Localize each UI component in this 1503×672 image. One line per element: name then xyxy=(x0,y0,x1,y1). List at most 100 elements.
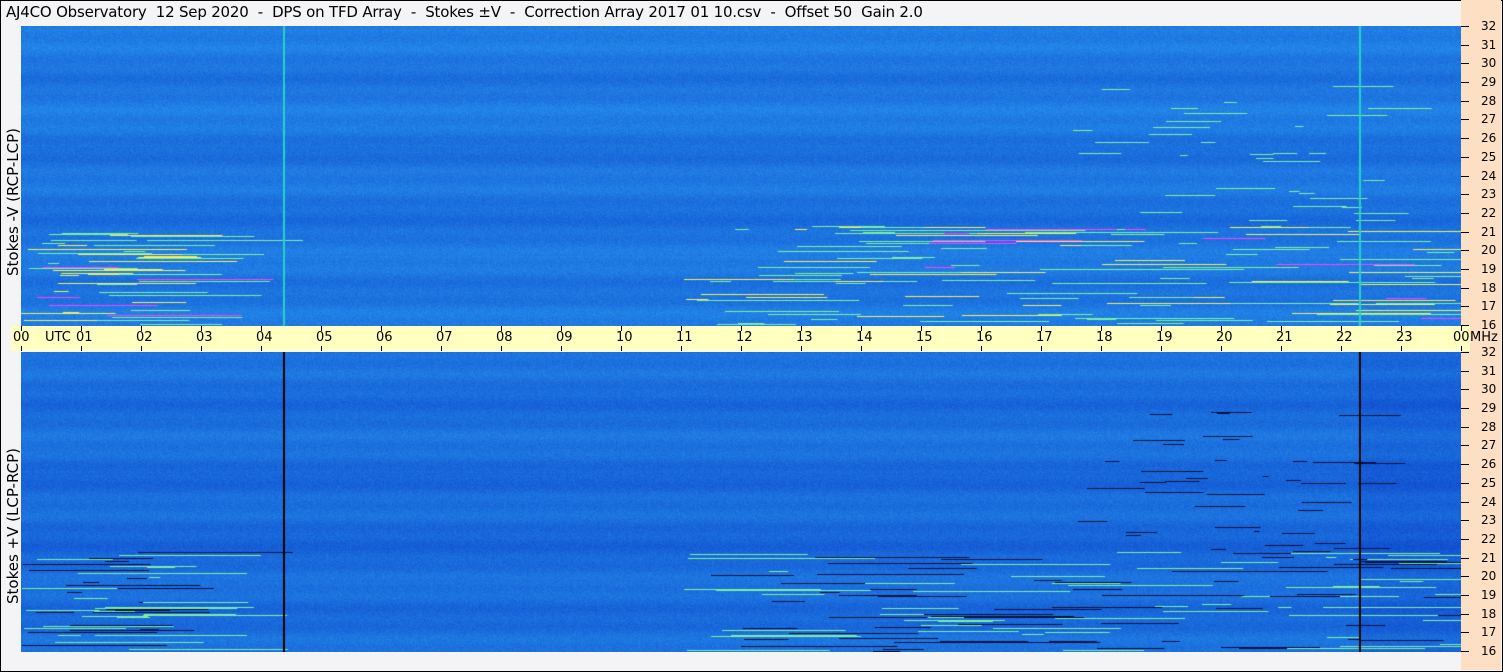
time-tick xyxy=(1161,326,1162,331)
time-tick-label: 16 xyxy=(976,330,993,345)
frequency-tick xyxy=(1461,558,1469,559)
frequency-tick xyxy=(1461,464,1469,465)
time-tick xyxy=(801,346,802,351)
frequency-tick-label: 28 xyxy=(1481,94,1497,108)
frequency-tick-label: 26 xyxy=(1481,131,1497,145)
time-tick-label: 00 xyxy=(1453,330,1470,345)
bottom-panel-ylabel: Stokes +V (LCP-RCP) xyxy=(4,448,22,604)
time-tick xyxy=(1161,346,1162,351)
time-tick-label: 12 xyxy=(736,330,753,345)
frequency-tick xyxy=(1461,232,1469,233)
frequency-tick-label: 22 xyxy=(1481,206,1497,220)
time-tick-label: 05 xyxy=(316,330,333,345)
time-tick xyxy=(21,326,22,331)
time-tick xyxy=(441,326,442,331)
time-tick xyxy=(141,346,142,351)
time-tick xyxy=(1461,346,1462,351)
time-tick-label: 14 xyxy=(856,330,873,345)
frequency-tick-label: 23 xyxy=(1481,513,1497,527)
frequency-tick-label: 30 xyxy=(1481,382,1497,396)
time-tick xyxy=(1221,326,1222,331)
frequency-tick xyxy=(1461,288,1469,289)
frequency-tick xyxy=(1461,352,1469,353)
frequency-tick-label: 17 xyxy=(1481,299,1497,313)
time-tick xyxy=(861,346,862,351)
time-tick xyxy=(1041,346,1042,351)
frequency-tick-label: 23 xyxy=(1481,187,1497,201)
chart-title: AJ4CO Observatory 12 Sep 2020 - DPS on T… xyxy=(6,3,923,21)
frequency-tick-label: 19 xyxy=(1481,588,1497,602)
frequency-tick xyxy=(1461,101,1469,102)
frequency-tick-label: 21 xyxy=(1481,225,1497,239)
frequency-tick xyxy=(1461,632,1469,633)
frequency-tick xyxy=(1461,389,1469,390)
top-panel-ylabel: Stokes -V (RCP-LCP) xyxy=(4,128,22,276)
frequency-tick-label: 16 xyxy=(1481,644,1497,658)
frequency-tick-label: 18 xyxy=(1481,607,1497,621)
time-tick-label: 20 xyxy=(1216,330,1233,345)
frequency-tick-label: 20 xyxy=(1481,569,1497,583)
time-axis xyxy=(11,326,1470,351)
time-tick xyxy=(81,346,82,351)
time-tick-label: 17 xyxy=(1036,330,1053,345)
time-tick-label: 21 xyxy=(1276,330,1293,345)
frequency-tick-label: 32 xyxy=(1481,19,1497,33)
spectrogram-top-stokes-minus-v xyxy=(21,26,1461,326)
time-tick-label: 00 xyxy=(13,330,30,345)
time-tick xyxy=(741,346,742,351)
frequency-tick-label: 18 xyxy=(1481,281,1497,295)
frequency-tick xyxy=(1461,306,1469,307)
frequency-tick xyxy=(1461,45,1469,46)
time-tick xyxy=(321,326,322,331)
frequency-tick-label: 26 xyxy=(1481,457,1497,471)
frequency-tick-label: 25 xyxy=(1481,150,1497,164)
time-tick xyxy=(1101,326,1102,331)
frequency-tick xyxy=(1461,595,1469,596)
frequency-unit-label: MHz xyxy=(1470,330,1498,345)
spectrogram-bottom-stokes-plus-v xyxy=(21,352,1461,652)
frequency-tick xyxy=(1461,213,1469,214)
frequency-tick xyxy=(1461,194,1469,195)
time-tick xyxy=(621,326,622,331)
time-tick xyxy=(201,326,202,331)
time-tick xyxy=(921,346,922,351)
frequency-tick-label: 31 xyxy=(1481,38,1497,52)
time-tick xyxy=(321,346,322,351)
frequency-tick xyxy=(1461,63,1469,64)
time-tick-label: 15 xyxy=(916,330,933,345)
frequency-tick xyxy=(1461,520,1469,521)
frequency-tick-label: 29 xyxy=(1481,75,1497,89)
time-tick xyxy=(201,346,202,351)
time-tick xyxy=(441,346,442,351)
time-tick xyxy=(1401,346,1402,351)
time-tick-label: 02 xyxy=(136,330,153,345)
frequency-tick-label: 30 xyxy=(1481,56,1497,70)
time-tick xyxy=(981,326,982,331)
time-tick xyxy=(381,346,382,351)
time-tick xyxy=(1341,326,1342,331)
frequency-tick-label: 27 xyxy=(1481,112,1497,126)
time-tick-label: 19 xyxy=(1156,330,1173,345)
frequency-tick-label: 21 xyxy=(1481,551,1497,565)
time-tick xyxy=(621,346,622,351)
time-tick xyxy=(141,326,142,331)
time-tick xyxy=(561,346,562,351)
time-tick xyxy=(741,326,742,331)
frequency-tick xyxy=(1461,119,1469,120)
frequency-tick xyxy=(1461,250,1469,251)
time-tick xyxy=(681,326,682,331)
time-tick-label: 10 xyxy=(616,330,633,345)
time-tick xyxy=(801,326,802,331)
frequency-tick xyxy=(1461,539,1469,540)
time-tick xyxy=(861,326,862,331)
frequency-tick-label: 19 xyxy=(1481,262,1497,276)
time-tick-label: 22 xyxy=(1336,330,1353,345)
time-tick xyxy=(1101,346,1102,351)
time-tick xyxy=(381,326,382,331)
time-tick xyxy=(681,346,682,351)
frequency-tick-label: 31 xyxy=(1481,364,1497,378)
frequency-tick xyxy=(1461,614,1469,615)
frequency-tick-label: 29 xyxy=(1481,401,1497,415)
time-tick xyxy=(261,326,262,331)
time-tick xyxy=(1041,326,1042,331)
